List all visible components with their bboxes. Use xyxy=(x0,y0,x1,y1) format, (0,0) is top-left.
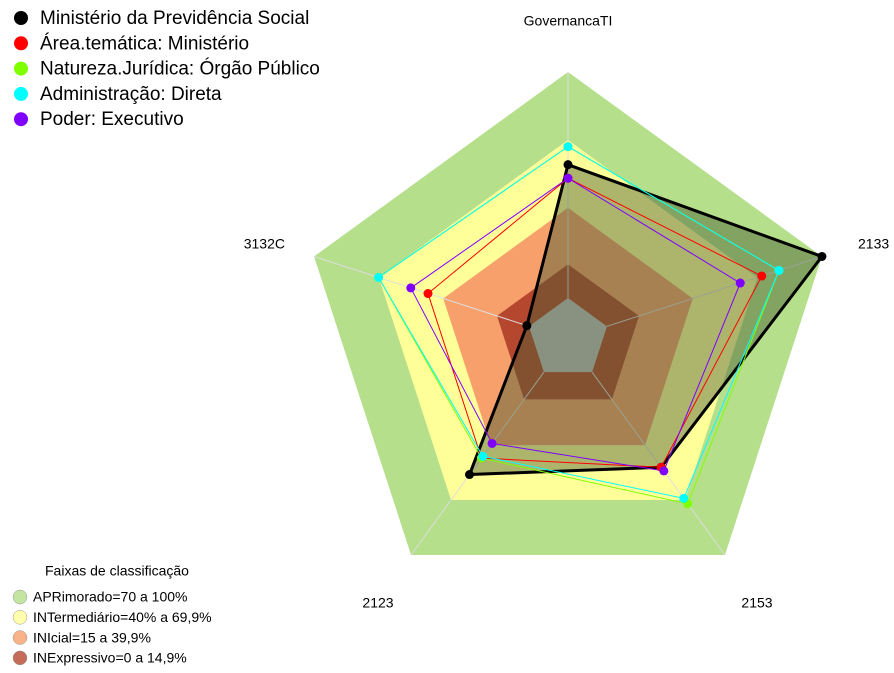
series-point xyxy=(406,283,416,293)
series-point xyxy=(563,160,573,170)
series-point xyxy=(465,470,475,480)
spoke xyxy=(313,256,530,327)
axis-label: 3132C xyxy=(244,236,285,252)
series-point xyxy=(679,493,689,503)
series-point xyxy=(522,321,532,331)
series-point xyxy=(817,251,827,261)
band-legend-marker xyxy=(12,630,28,645)
series-point xyxy=(774,265,784,275)
series-point xyxy=(478,451,488,461)
series-point xyxy=(563,142,573,152)
legend-marker xyxy=(14,11,28,25)
series-line xyxy=(427,177,763,468)
legend-label: Área.temática: Ministério xyxy=(40,33,249,54)
band-legend-label: INIcial=15 a 39,9% xyxy=(33,629,151,645)
series-point xyxy=(563,173,573,183)
band-legend-label: INTermediário=40% a 69,9% xyxy=(33,609,212,625)
series-point xyxy=(374,272,384,282)
band-legend-marker xyxy=(12,610,28,625)
axis-label: GovernancaTI xyxy=(524,13,613,29)
legend-marker xyxy=(14,86,28,101)
band-legend-marker xyxy=(12,589,28,605)
axis-label: 2123 xyxy=(362,595,393,611)
series-line xyxy=(377,145,780,499)
axis-label: 2133 xyxy=(858,236,889,252)
legend-label: Administração: Direta xyxy=(40,84,222,105)
series-line xyxy=(467,162,825,477)
spoke xyxy=(606,256,823,327)
spoke xyxy=(410,371,545,556)
legend-label: Natureza.Jurídica: Órgão Público xyxy=(40,58,320,80)
band-legend-label: APRimorado=70 a 100% xyxy=(33,589,188,605)
series-point xyxy=(735,278,745,288)
legend-marker xyxy=(14,61,28,76)
band-legend-marker xyxy=(12,650,28,666)
series-point xyxy=(487,438,497,448)
band-legend-label: INExpressivo=0 a 14,9% xyxy=(33,650,187,666)
legend-marker xyxy=(14,112,28,127)
series-point xyxy=(757,271,767,281)
legend-label: Poder: Executivo xyxy=(40,109,184,130)
legend-label: Ministério da Previdência Social xyxy=(40,8,309,29)
center-hole xyxy=(529,298,607,373)
bands-title: Faixas de classificação xyxy=(45,563,189,579)
axis-label: 2153 xyxy=(741,595,772,611)
spoke xyxy=(591,371,726,556)
series-point xyxy=(659,466,669,476)
series-line xyxy=(410,177,741,472)
series-point xyxy=(423,289,433,299)
legend-marker xyxy=(14,36,28,51)
